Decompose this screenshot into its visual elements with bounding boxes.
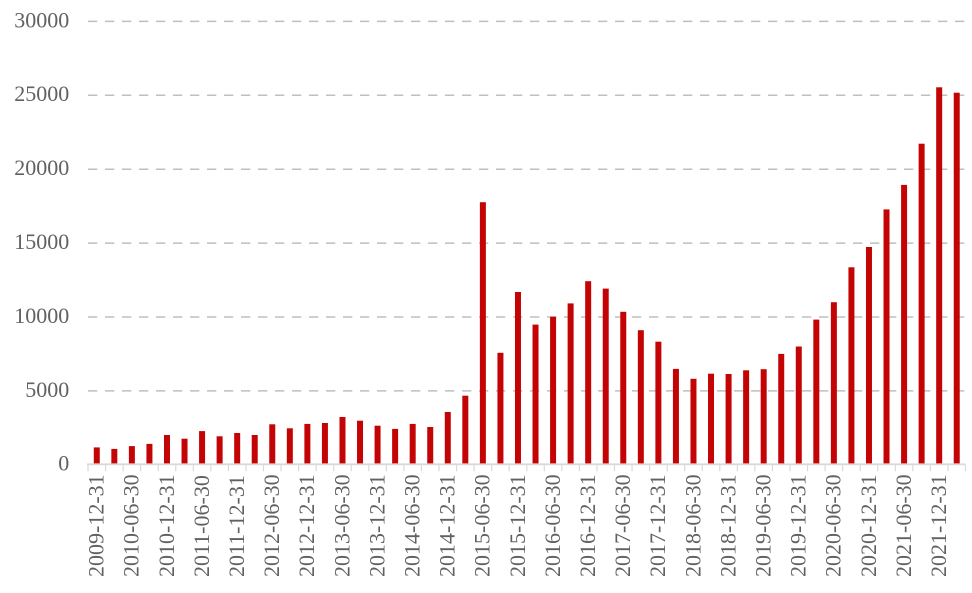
- svg-text:2016-12-31: 2016-12-31: [575, 474, 600, 577]
- svg-text:2018-12-31: 2018-12-31: [715, 474, 740, 577]
- svg-text:2015-06-30: 2015-06-30: [470, 474, 495, 577]
- svg-text:2020-06-30: 2020-06-30: [821, 474, 846, 577]
- svg-text:2012-06-30: 2012-06-30: [259, 474, 284, 577]
- svg-text:5000: 5000: [25, 377, 69, 402]
- svg-text:2014-06-30: 2014-06-30: [399, 474, 424, 577]
- svg-text:2021-06-30: 2021-06-30: [891, 474, 916, 577]
- svg-text:2013-12-31: 2013-12-31: [364, 474, 389, 577]
- svg-text:2011-12-31: 2011-12-31: [224, 475, 249, 577]
- svg-text:2013-06-30: 2013-06-30: [329, 474, 354, 577]
- svg-text:2014-12-31: 2014-12-31: [435, 474, 460, 577]
- svg-text:2017-06-30: 2017-06-30: [610, 474, 635, 577]
- svg-text:2018-06-30: 2018-06-30: [680, 474, 705, 577]
- svg-text:20000: 20000: [14, 155, 69, 180]
- svg-text:2010-12-31: 2010-12-31: [154, 474, 179, 577]
- svg-text:2015-12-31: 2015-12-31: [505, 474, 530, 577]
- svg-text:2019-06-30: 2019-06-30: [750, 474, 775, 577]
- svg-text:2009-12-31: 2009-12-31: [84, 474, 109, 577]
- svg-text:2011-06-30: 2011-06-30: [189, 475, 214, 577]
- svg-text:2016-06-30: 2016-06-30: [540, 474, 565, 577]
- svg-text:2017-12-31: 2017-12-31: [645, 474, 670, 577]
- svg-text:2021-12-31: 2021-12-31: [926, 474, 951, 577]
- svg-text:2012-12-31: 2012-12-31: [294, 474, 319, 577]
- svg-text:2010-06-30: 2010-06-30: [119, 474, 144, 577]
- svg-text:15000: 15000: [14, 229, 69, 254]
- svg-text:25000: 25000: [14, 81, 69, 106]
- svg-text:0: 0: [58, 451, 69, 476]
- svg-text:30000: 30000: [14, 7, 69, 32]
- svg-text:2019-12-31: 2019-12-31: [786, 474, 811, 577]
- svg-text:10000: 10000: [14, 303, 69, 328]
- svg-text:2020-12-31: 2020-12-31: [856, 474, 881, 577]
